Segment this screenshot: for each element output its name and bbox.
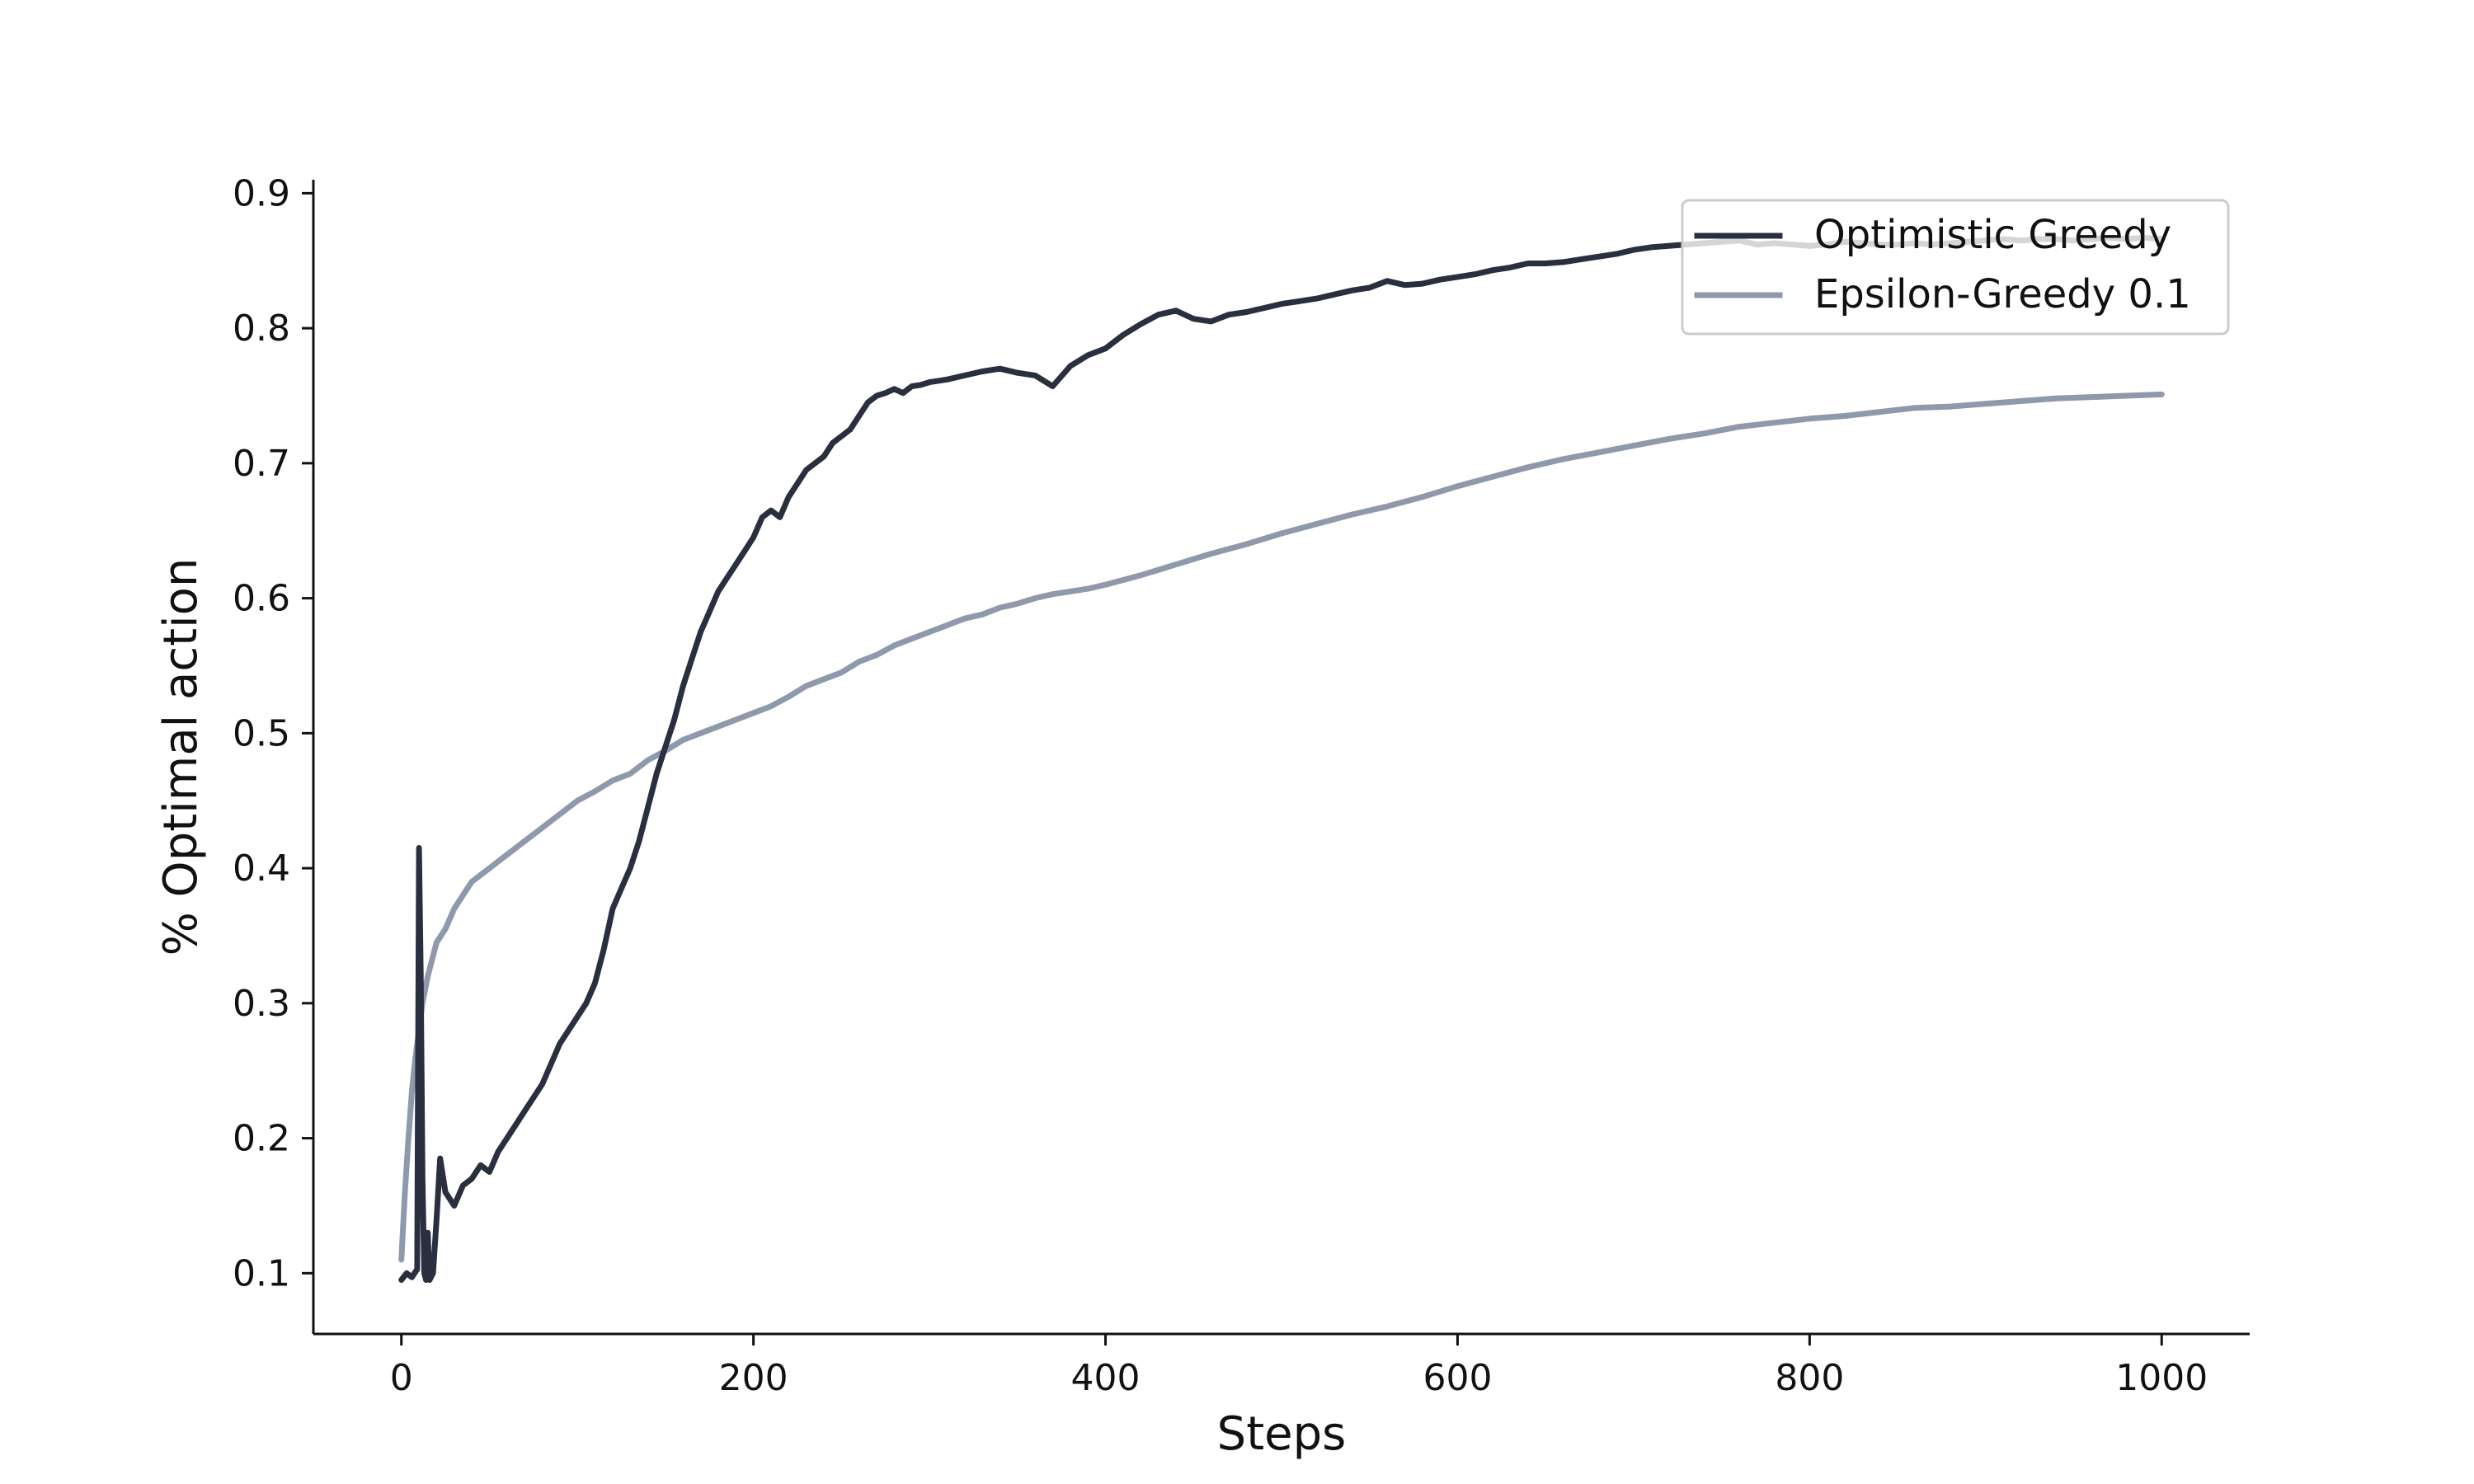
y-tick-label: 0.6 xyxy=(233,578,290,620)
y-tick-label: 0.9 xyxy=(233,172,290,214)
legend-label-optimistic-greedy: Optimistic Greedy xyxy=(1814,212,2171,258)
y-tick-label: 0.8 xyxy=(233,308,290,350)
y-tick-label: 0.1 xyxy=(233,1252,290,1294)
y-tick-label: 0.7 xyxy=(233,443,290,485)
x-tick-label: 200 xyxy=(719,1357,788,1399)
legend-box xyxy=(1681,199,2230,336)
x-axis-ticks: 0 200 400 600 800 1000 xyxy=(390,1334,2208,1399)
x-tick-label: 0 xyxy=(390,1357,413,1399)
x-axis-label: Steps xyxy=(1217,1407,1347,1461)
y-tick-label: 0.2 xyxy=(233,1118,290,1160)
legend: Optimistic Greedy Epsilon-Greedy 0.1 xyxy=(1681,199,2230,336)
x-tick-label: 600 xyxy=(1423,1357,1492,1399)
series-line-epsilon-greedy-0-1 xyxy=(398,391,2165,1263)
x-tick-label: 400 xyxy=(1071,1357,1141,1399)
x-tick-label: 1000 xyxy=(2115,1357,2208,1399)
y-tick-label: 0.3 xyxy=(233,983,290,1025)
legend-label-epsilon-greedy: Epsilon-Greedy 0.1 xyxy=(1814,271,2191,317)
y-axis-label: % Optimal action xyxy=(154,558,208,956)
y-tick-label: 0.5 xyxy=(233,712,290,754)
x-tick-label: 800 xyxy=(1775,1357,1844,1399)
y-axis-ticks: 0.1 0.2 0.3 0.4 0.5 0.6 0.7 0.8 0.9 xyxy=(233,172,313,1294)
y-tick-label: 0.4 xyxy=(233,848,290,890)
